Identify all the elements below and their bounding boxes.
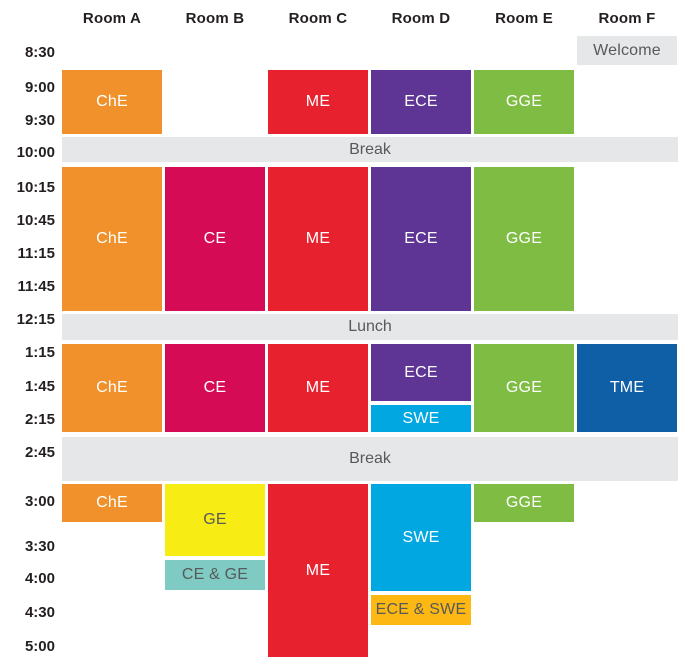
time-label-11:45: 11:45	[17, 278, 55, 295]
session-block-gge: GGE	[474, 167, 574, 311]
time-label-9:00: 9:00	[24, 79, 55, 96]
session-block-gge: GGE	[474, 484, 574, 522]
session-block-gge: GGE	[474, 70, 574, 134]
room-header-room-b: Room B	[185, 10, 245, 27]
session-block-ce: CE	[165, 344, 265, 432]
room-header-room-d: Room D	[391, 10, 451, 27]
room-header-room-e: Room E	[495, 10, 553, 27]
session-block-ce: CE	[165, 167, 265, 311]
session-block-che: ChE	[62, 167, 162, 311]
session-block-ece: ECE	[371, 70, 471, 134]
session-block-me: ME	[268, 344, 368, 432]
session-block-swe: SWE	[371, 484, 471, 591]
session-block-che: ChE	[62, 484, 162, 522]
session-block-welcome: Welcome	[577, 36, 677, 65]
time-label-8:30: 8:30	[24, 44, 55, 61]
room-header-room-a: Room A	[82, 10, 142, 27]
session-block-swe: SWE	[371, 405, 471, 432]
room-header-room-c: Room C	[288, 10, 348, 27]
time-label-10:15: 10:15	[16, 179, 55, 196]
band-break: Break	[62, 437, 678, 481]
session-block-ece-and-swe: ECE & SWE	[371, 595, 471, 625]
band-break: Break	[62, 137, 678, 162]
session-block-me: ME	[268, 484, 368, 657]
session-block-me: ME	[268, 70, 368, 134]
time-label-11:15: 11:15	[17, 245, 55, 262]
time-label-3:30: 3:30	[24, 538, 55, 555]
time-label-4:30: 4:30	[24, 604, 55, 621]
time-label-2:45: 2:45	[24, 444, 55, 461]
time-label-1:15: 1:15	[24, 344, 55, 361]
room-header-room-f: Room F	[598, 10, 656, 27]
time-label-4:00: 4:00	[24, 570, 55, 587]
session-block-ce-and-ge: CE & GE	[165, 560, 265, 590]
time-label-12:15: 12:15	[16, 311, 55, 328]
session-block-tme: TME	[577, 344, 677, 432]
session-block-ece: ECE	[371, 167, 471, 311]
time-label-3:00: 3:00	[24, 493, 55, 510]
time-label-10:45: 10:45	[16, 212, 55, 229]
time-label-2:15: 2:15	[24, 411, 55, 428]
session-block-ece: ECE	[371, 344, 471, 401]
band-lunch: Lunch	[62, 314, 678, 340]
session-block-me: ME	[268, 167, 368, 311]
time-label-10:00: 10:00	[16, 144, 55, 161]
session-block-che: ChE	[62, 70, 162, 134]
time-label-5:00: 5:00	[24, 638, 55, 655]
session-block-che: ChE	[62, 344, 162, 432]
time-label-9:30: 9:30	[24, 112, 55, 129]
session-block-gge: GGE	[474, 344, 574, 432]
session-block-ge: GE	[165, 484, 265, 556]
time-label-1:45: 1:45	[24, 378, 55, 395]
